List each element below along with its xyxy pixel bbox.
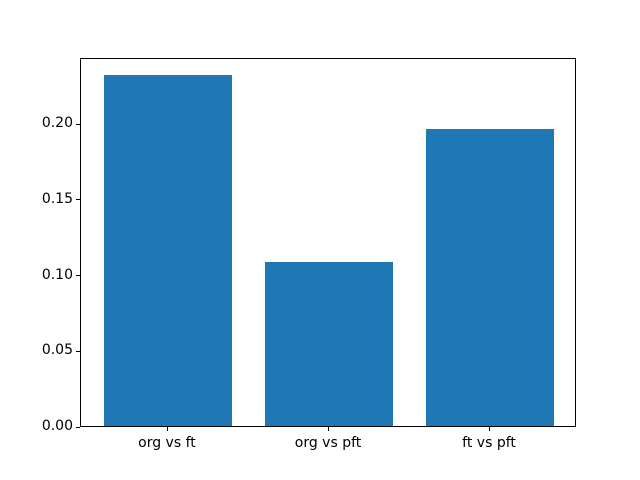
- plot-area: [80, 58, 576, 427]
- x-tick-mark: [166, 427, 168, 431]
- x-tick-label: org vs ft: [138, 435, 196, 451]
- y-tick-mark: [76, 123, 80, 125]
- x-tick-label: ft vs pft: [462, 435, 516, 451]
- bar-org-vs-ft: [103, 74, 233, 426]
- y-tick-mark: [76, 350, 80, 352]
- y-tick-mark: [76, 275, 80, 277]
- y-tick-mark: [76, 199, 80, 201]
- bar-org-vs-pft: [264, 262, 394, 426]
- x-tick-mark: [328, 427, 329, 431]
- y-tick-label: 0.15: [41, 190, 73, 207]
- y-tick-label: 0.00: [41, 418, 73, 434]
- y-tick-mark: [76, 426, 80, 428]
- y-tick-label: 0.10: [41, 266, 73, 283]
- y-tick-label: 0.20: [41, 115, 73, 132]
- y-tick-label: 0.05: [41, 342, 73, 359]
- x-tick-mark: [489, 427, 491, 431]
- x-tick-label: org vs pft: [294, 435, 362, 451]
- bar-ft-vs-pft: [425, 129, 555, 426]
